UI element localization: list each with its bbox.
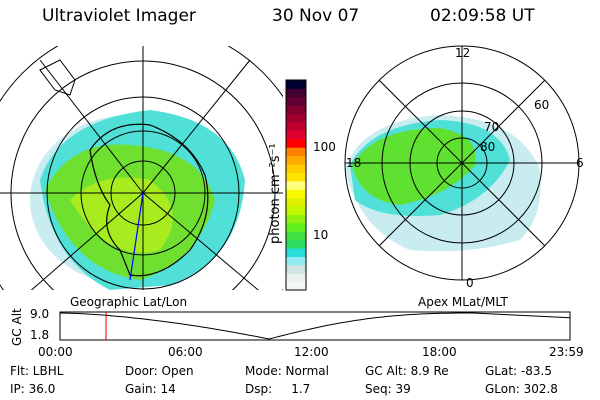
mlt-label-right: 6 [576,156,584,170]
magnetic-polar-map [344,45,580,281]
colorbar-segment [286,206,306,215]
colorbar-segment [286,172,306,182]
info-field: Flt: LBHL [10,364,64,378]
colorbar-segment [286,122,306,131]
colorbar-segment [286,105,306,115]
colorbar-segment [286,214,306,224]
info-field: GLon: 302.8 [485,382,558,396]
mlt-label-left: 18 [346,156,362,170]
colorbar-segment [286,256,306,266]
info-field: Dsp: 1.7 [245,382,311,396]
colorbar-segment [286,239,306,249]
time-label: 02:09:58 UT [430,6,535,26]
timeline-ytick: 9.0 [30,307,50,321]
timeline-xtick: 06:00 [168,345,203,359]
lat-label: 70 [484,120,500,134]
colorbar-segment [286,113,306,123]
colorbar-tick: 10 [313,228,329,242]
timeline-xtick: 18:00 [422,345,457,359]
left-map-label: Geographic Lat/Lon [70,295,188,309]
colorbar-segment [286,138,306,148]
info-field: Gain: 14 [125,382,176,396]
colorbar-segment [286,130,306,140]
colorbar-segment [286,180,306,190]
timeline-ylabel: GC Alt [10,308,24,346]
lat-label: 60 [534,98,550,112]
timeline-ytick: 1.8 [30,328,50,342]
colorbar-segment [286,281,306,291]
geographic-map [0,46,283,290]
info-field: Mode: Normal [245,364,329,378]
colorbar-frame [285,79,307,291]
colorbar-segment [286,155,306,165]
lat-label: 80 [480,140,496,154]
colorbar-segment [286,147,306,157]
colorbar-segment [286,264,306,274]
colorbar-segment [286,164,306,173]
colorbar-segment [286,231,306,241]
timeline-xtick: 23:59 [549,345,584,359]
colorbar-segment [286,197,306,207]
mlt-label-top: 12 [455,46,471,60]
colorbar-segment [286,189,306,199]
info-field: Door: Open [125,364,194,378]
colorbar-segment [286,96,306,106]
info-field: GLat: -83.5 [485,364,552,378]
info-field: IP: 36.0 [10,382,56,396]
colorbar-segment [286,80,306,89]
colorbar-segment [286,248,306,257]
colorbar [285,79,307,291]
instrument-title: Ultraviolet Imager [42,6,196,26]
timeline-xtick: 12:00 [294,345,329,359]
mlt-label-bottom: 0 [466,276,474,290]
colorbar-tick: 100 [313,140,336,154]
colorbar-segment [286,88,306,98]
colorbar-segment [286,273,306,283]
colorbar-unit-label: photon cm⁻²s⁻¹ [268,143,283,244]
colorbar-segment [286,222,306,232]
info-field: GC Alt: 8.9 Re [365,364,449,378]
right-map-label: Apex MLat/MLT [418,295,508,309]
date-label: 30 Nov 07 [272,6,360,26]
timeline-xtick: 00:00 [38,345,73,359]
info-field: Seq: 39 [365,382,411,396]
altitude-timeline [59,311,571,341]
